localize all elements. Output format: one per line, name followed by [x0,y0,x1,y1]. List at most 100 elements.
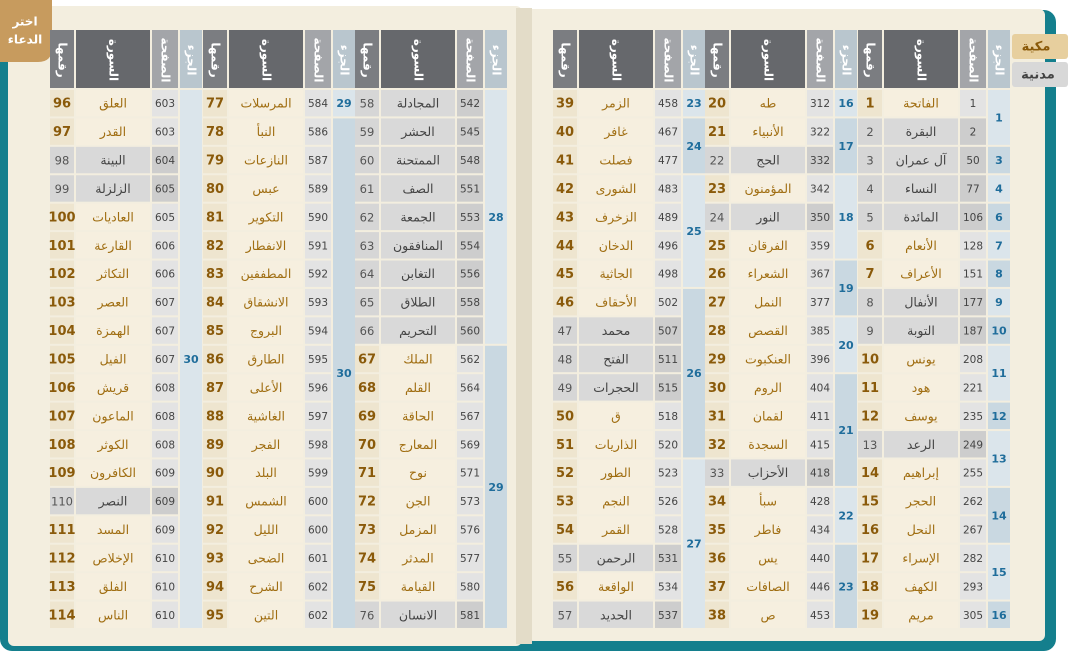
name-cell [579,203,653,231]
name-cell [884,288,958,316]
page-cell [655,487,681,515]
page-cell [152,487,178,515]
number-cell [50,573,74,600]
surah-page: 603 [155,98,175,110]
surah-page: 604 [155,155,175,167]
surah-page: 1 [970,98,977,110]
number-cell [355,431,379,458]
surah-name: فاطر [754,522,782,538]
surah-number: 85 [206,324,224,339]
surah-number: 87 [206,381,224,396]
name-cell [229,431,303,458]
surah-name: المزمل [399,522,437,538]
name-cell [579,516,653,543]
page-cell [807,402,833,430]
number-cell [355,317,379,344]
number-cell [553,118,577,145]
surah-number: 20 [708,97,726,112]
surah-number: 56 [556,580,574,595]
page-cell [457,260,483,287]
surah-name: الأنعام [905,238,937,253]
surah-number: 104 [48,324,75,339]
name-cell [76,402,150,430]
surah-name: الكوثر [96,437,128,453]
name-cell [731,203,805,231]
surah-name: الشمس [245,494,287,510]
number-cell [203,175,227,202]
surah-number: 77 [206,97,224,112]
page-cell [655,317,681,344]
choose-dua-button[interactable]: اختر الدعاء [0,0,52,62]
page-cell [305,146,331,174]
juz-cell [988,288,1010,316]
name-cell [884,175,958,202]
surah-name: التكاثر [96,266,129,282]
surah-page: 502 [658,297,678,309]
surah-number: 38 [708,608,726,623]
page-cell [305,431,331,458]
surah-name: الماعون [92,408,133,424]
surah-number: 25 [708,239,726,254]
name-cell [731,487,805,515]
surah-number: 53 [556,495,574,510]
name-cell [381,487,455,515]
page-cell [655,260,681,287]
juz-number: 19 [838,282,853,295]
juz-number: 6 [995,211,1003,224]
surah-number: 7 [865,267,874,282]
legend-makki: مكية [1022,40,1051,55]
name-cell [381,288,455,316]
page-cell [457,146,483,174]
number-cell [50,516,74,543]
number-cell [355,402,379,430]
number-cell [50,544,74,572]
header-cell [305,30,331,88]
button-text[interactable]: اختر [11,15,37,29]
page-cell [152,345,178,373]
juz-cell [988,260,1010,287]
surah-name: الليل [254,522,279,537]
surah-number: 67 [358,352,376,367]
surah-page: 282 [963,553,983,565]
surah-name: المائدة [904,209,939,224]
surah-page: 385 [810,326,830,338]
surah-page: 545 [460,127,480,139]
number-cell [50,345,74,373]
name-cell [76,487,150,515]
surah-page: 50 [966,155,979,167]
button-text[interactable]: الدعاء [8,33,42,47]
name-cell [381,146,455,174]
juz-cell [683,118,705,174]
surah-name: الممتحنة [396,153,440,168]
number-cell [858,601,882,628]
surah-name: الفلق [99,579,127,595]
number-cell [203,317,227,344]
name-cell [381,516,455,543]
surah-number: 109 [48,466,75,481]
surah-page: 564 [460,382,480,394]
name-cell [381,118,455,145]
surah-page: 556 [460,269,480,281]
page-cell [457,175,483,202]
surah-name: الصافات [746,579,789,594]
number-cell [553,260,577,287]
surah-name: الإخلاص [93,550,134,566]
surah-number: 88 [206,409,224,424]
number-cell [203,487,227,515]
surah-page: 483 [658,183,678,195]
surah-number: 34 [708,495,726,510]
surah-page: 177 [963,297,983,309]
surah-page: 453 [810,610,830,622]
name-cell [884,232,958,259]
page-cell [807,544,833,572]
number-cell [858,374,882,401]
surah-page: 567 [460,411,480,423]
name-cell [579,118,653,145]
page-cell [457,118,483,145]
page-cell [807,345,833,373]
name-cell [381,260,455,287]
page-cell [655,459,681,486]
surah-number: 106 [48,381,75,396]
button-bg[interactable] [0,0,52,62]
surah-page: 602 [308,610,328,622]
